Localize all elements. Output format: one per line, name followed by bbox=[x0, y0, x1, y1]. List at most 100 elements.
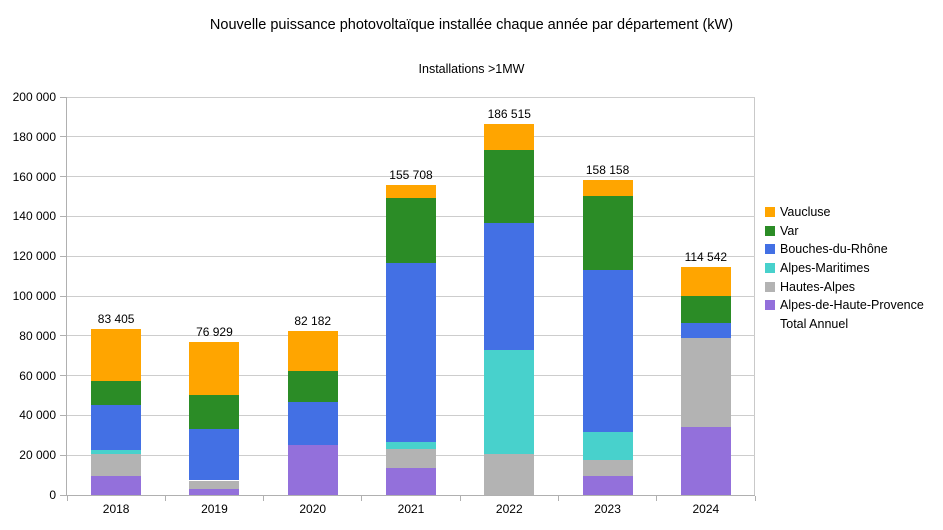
y-axis-tick bbox=[60, 454, 66, 456]
bar-2023 bbox=[582, 97, 633, 495]
x-axis-line bbox=[67, 495, 755, 496]
x-tick-label: 2019 bbox=[201, 502, 228, 516]
x-axis-tick bbox=[459, 496, 461, 501]
bar-segment-Alpes-de-Haute-Provence bbox=[386, 468, 436, 495]
bar-segment-Vaucluse bbox=[91, 329, 142, 381]
x-tick-label: 2023 bbox=[594, 502, 621, 516]
x-axis-tick bbox=[656, 496, 658, 501]
legend-swatch-icon bbox=[765, 207, 775, 218]
y-axis-tick bbox=[60, 215, 66, 217]
chart-title: Nouvelle puissance photovoltaïque instal… bbox=[209, 17, 734, 33]
legend-swatch-icon bbox=[765, 225, 775, 236]
gridline bbox=[67, 96, 755, 98]
legend-item: Hautes-Alpes bbox=[765, 277, 924, 296]
bar-2020 bbox=[287, 97, 338, 495]
bar-total-label: 186 515 bbox=[487, 106, 531, 121]
y-tick-label: 180 000 bbox=[12, 129, 56, 144]
legend-item: Alpes-de-Haute-Provence bbox=[765, 296, 924, 315]
y-tick-label: 40 000 bbox=[19, 408, 56, 423]
y-axis-tick bbox=[60, 375, 66, 377]
bar-segment-Vaucluse bbox=[582, 180, 633, 197]
legend-label: Bouches-du-Rhône bbox=[780, 242, 888, 257]
y-tick-label: 160 000 bbox=[12, 169, 56, 184]
legend-swatch-icon bbox=[765, 281, 775, 292]
bar-segment-Hautes-Alpes bbox=[189, 480, 240, 489]
y-tick-label: 120 000 bbox=[12, 249, 56, 264]
bar-2022 bbox=[484, 97, 535, 495]
gridline bbox=[67, 176, 755, 178]
legend-label: Alpes-Maritimes bbox=[780, 261, 870, 276]
bar-segment-Alpes-Maritimes bbox=[582, 431, 633, 461]
bar-segment-Var bbox=[680, 295, 731, 324]
x-axis-tick bbox=[361, 496, 363, 501]
legend-label: Total Annuel bbox=[780, 316, 849, 331]
legend-item: Bouches-du-Rhône bbox=[765, 240, 924, 259]
bar-segment-Var bbox=[287, 370, 338, 403]
bar-segment-Hautes-Alpes bbox=[484, 453, 535, 495]
bar-segment-Bouches-du-Rhône bbox=[189, 428, 240, 481]
bar-segment-Alpes-de-Haute-Provence bbox=[189, 488, 240, 495]
bar-segment-Var bbox=[91, 380, 142, 406]
y-axis-tick bbox=[60, 414, 66, 416]
bar-segment-Bouches-du-Rhône bbox=[582, 269, 633, 432]
y-axis-tick bbox=[60, 96, 66, 98]
bar-segment-Vaucluse bbox=[386, 185, 436, 199]
bar-segment-Bouches-du-Rhône bbox=[91, 405, 142, 450]
bar-segment-Vaucluse bbox=[680, 267, 731, 296]
bar-segment-Bouches-du-Rhône bbox=[386, 263, 436, 443]
bar-total-label: 158 158 bbox=[585, 163, 630, 178]
x-axis-tick bbox=[754, 496, 756, 501]
y-axis-tick bbox=[60, 176, 66, 178]
bar-segment-Var bbox=[189, 394, 240, 429]
legend-swatch-empty bbox=[765, 319, 775, 329]
x-axis-tick bbox=[66, 496, 68, 501]
bar-segment-Alpes-de-Haute-Provence bbox=[287, 444, 338, 495]
bar-segment-Hautes-Alpes bbox=[680, 338, 731, 427]
bar-segment-Vaucluse bbox=[189, 341, 240, 395]
bar-segment-Hautes-Alpes bbox=[386, 448, 436, 469]
y-tick-label: 20 000 bbox=[19, 448, 56, 463]
legend-item: Alpes-Maritimes bbox=[765, 259, 924, 278]
y-axis-tick bbox=[60, 295, 66, 297]
legend-label: Alpes-de-Haute-Provence bbox=[780, 298, 924, 313]
y-tick-label: 60 000 bbox=[19, 368, 56, 383]
bar-segment-Alpes-Maritimes bbox=[386, 442, 436, 449]
bar-2018 bbox=[91, 97, 142, 495]
y-tick-label: 0 bbox=[49, 488, 56, 502]
legend-label: Hautes-Alpes bbox=[780, 279, 856, 294]
y-tick-label: 200 000 bbox=[12, 90, 56, 104]
bar-2019 bbox=[189, 97, 240, 495]
bar-segment-Alpes-de-Haute-Provence bbox=[680, 426, 731, 495]
bar-segment-Hautes-Alpes bbox=[91, 453, 142, 476]
bar-segment-Var bbox=[484, 149, 535, 224]
x-tick-label: 2022 bbox=[495, 502, 523, 516]
x-tick-label: 2020 bbox=[299, 502, 327, 516]
bar-segment-Alpes-Maritimes bbox=[484, 350, 535, 454]
legend-label: Var bbox=[780, 223, 799, 238]
legend-label: Vaucluse bbox=[780, 205, 831, 220]
bar-segment-Vaucluse bbox=[484, 123, 535, 150]
bar-total-label: 114 542 bbox=[684, 250, 728, 265]
legend-item: Var bbox=[765, 222, 924, 241]
bar-2024 bbox=[680, 97, 731, 495]
y-axis-tick bbox=[60, 494, 66, 496]
legend: Vaucluse Var Bouches-du-Rhône Alpes-Maritim… bbox=[765, 203, 924, 333]
x-tick-label: 2021 bbox=[397, 502, 425, 516]
bar-total-label: 83 405 bbox=[97, 312, 135, 327]
legend-swatch-icon bbox=[765, 263, 775, 274]
x-tick-label: 2018 bbox=[102, 502, 130, 516]
bar-total-label: 82 182 bbox=[294, 314, 332, 329]
y-axis-tick bbox=[60, 136, 66, 138]
bar-segment-Alpes-de-Haute-Provence bbox=[582, 475, 633, 495]
x-tick-label: 2024 bbox=[692, 502, 720, 516]
legend-swatch-icon bbox=[765, 300, 775, 311]
y-tick-label: 100 000 bbox=[12, 289, 56, 303]
y-axis-tick bbox=[60, 335, 66, 337]
y-axis-tick bbox=[60, 255, 66, 257]
bar-2021 bbox=[386, 97, 436, 495]
x-axis-tick bbox=[557, 496, 559, 501]
y-axis-line bbox=[66, 97, 67, 496]
legend-item: Total Annuel bbox=[765, 315, 924, 334]
bar-segment-Bouches-du-Rhône bbox=[484, 223, 535, 351]
